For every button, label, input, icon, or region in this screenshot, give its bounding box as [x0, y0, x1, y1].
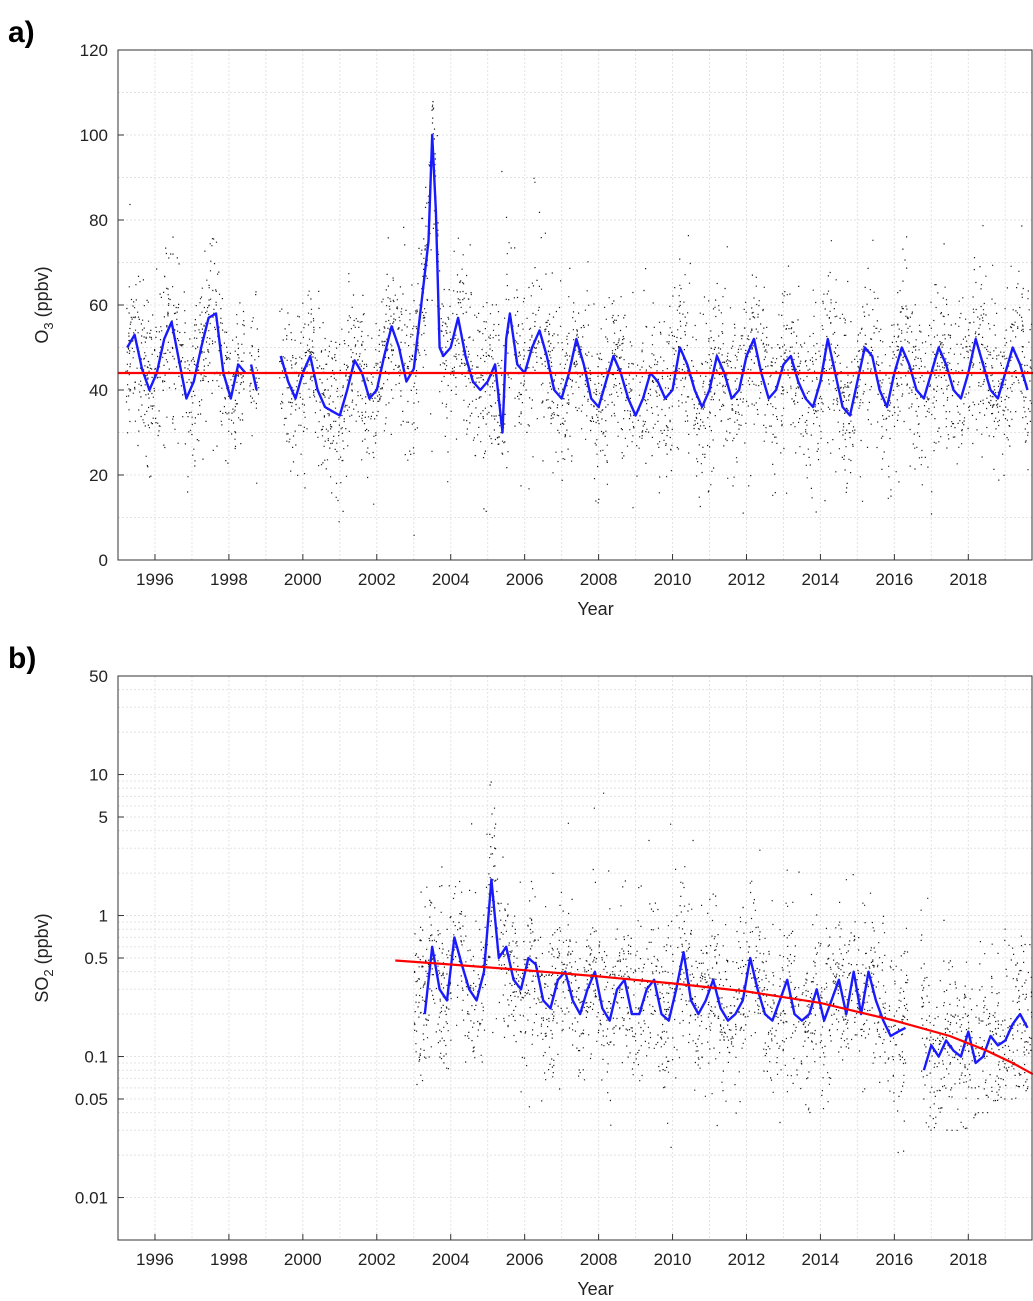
ticks-b: 1996 1998 2000 2002 2004 2006 2008 2010 2012 2014…	[75, 667, 987, 1269]
x-tick-label: 2014	[802, 1250, 840, 1269]
panel-a-ozone: a) 1996 1998 2000 2002 2004 2006 2008 2010 2012 2…	[8, 16, 1033, 619]
y-tick-label: 5	[99, 808, 108, 827]
x-tick-label: 1996	[136, 1250, 174, 1269]
x-tick-label: 2012	[728, 1250, 766, 1269]
scatter-points-a	[125, 101, 1033, 536]
y-tick-label: 0	[99, 551, 108, 570]
x-tick-label: 2016	[875, 1250, 913, 1269]
x-tick-label: 2004	[432, 570, 470, 589]
y-tick-label: 40	[89, 381, 108, 400]
x-tick-label: 2006	[506, 1250, 544, 1269]
x-tick-label: 2002	[358, 1250, 396, 1269]
x-tick-label: 2002	[358, 570, 396, 589]
trend-line	[395, 959, 1033, 1076]
panel-label-b: b)	[8, 642, 36, 675]
smoothed-line	[922, 1012, 1029, 1071]
y-axis-title-a-suffix: (ppbv)	[32, 266, 52, 322]
x-tick-label: 2008	[580, 570, 618, 589]
x-tick-label: 2012	[728, 570, 766, 589]
x-tick-label: 2016	[875, 570, 913, 589]
y-axis-title-b-prefix: SO	[32, 977, 52, 1003]
x-tick-label: 2010	[654, 570, 692, 589]
x-tick-label: 2008	[580, 1250, 618, 1269]
smoothed-line	[279, 133, 1029, 434]
x-tick-label: 2000	[284, 1250, 322, 1269]
scatter-points	[125, 101, 1033, 536]
y-axis-title-b: SO2 (ppbv)	[32, 913, 56, 1002]
scatter-points-b	[413, 781, 1033, 1154]
y-tick-label: 50	[89, 667, 108, 686]
x-tick-label: 1996	[136, 570, 174, 589]
scatter-points	[413, 781, 1033, 1154]
panel-b-sulfur-dioxide: b) 1996 1998 2000 2002 2004 2006 2008 2010 2012 2…	[8, 642, 1033, 1299]
y-tick-label: 0.1	[84, 1048, 108, 1067]
y-tick-label: 0.05	[75, 1090, 108, 1109]
y-tick-label: 100	[80, 126, 108, 145]
x-tick-label: 2006	[506, 570, 544, 589]
x-tick-label: 2018	[949, 570, 987, 589]
y-axis-title-b-suffix: (ppbv)	[32, 913, 52, 969]
x-tick-label: 2000	[284, 570, 322, 589]
grid-b	[117, 675, 1033, 1240]
lines-b	[395, 878, 1033, 1076]
lines-a	[118, 133, 1033, 434]
x-axis-title-a: Year	[577, 599, 613, 619]
y-tick-label: 0.01	[75, 1189, 108, 1208]
x-tick-label: 1998	[210, 1250, 248, 1269]
y-axis-title-a-prefix: O	[32, 330, 52, 344]
x-tick-label: 2014	[802, 570, 840, 589]
y-tick-label: 0.5	[84, 949, 108, 968]
panel-label-a: a)	[8, 16, 35, 49]
grid-a	[117, 49, 1033, 561]
x-axis-title-b: Year	[577, 1279, 613, 1299]
y-tick-label: 80	[89, 211, 108, 230]
y-axis-title-b-sub: 2	[41, 969, 56, 976]
ticks-a: 1996 1998 2000 2002 2004 2006 2008 2010 2012 2014…	[80, 41, 988, 589]
y-axis-title-a-sub: 3	[41, 322, 56, 329]
y-tick-label: 1	[99, 907, 108, 926]
smoothed-line	[249, 364, 258, 391]
smoothed-line	[423, 878, 907, 1038]
x-tick-label: 2010	[654, 1250, 692, 1269]
y-axis-title-a: O3 (ppbv)	[32, 266, 56, 343]
y-tick-label: 10	[89, 766, 108, 785]
x-tick-label: 2018	[949, 1250, 987, 1269]
smoothed-line	[126, 312, 247, 400]
y-tick-label: 120	[80, 41, 108, 60]
y-tick-label: 60	[89, 296, 108, 315]
y-tick-label: 20	[89, 466, 108, 485]
x-tick-label: 2004	[432, 1250, 470, 1269]
x-tick-label: 1998	[210, 570, 248, 589]
